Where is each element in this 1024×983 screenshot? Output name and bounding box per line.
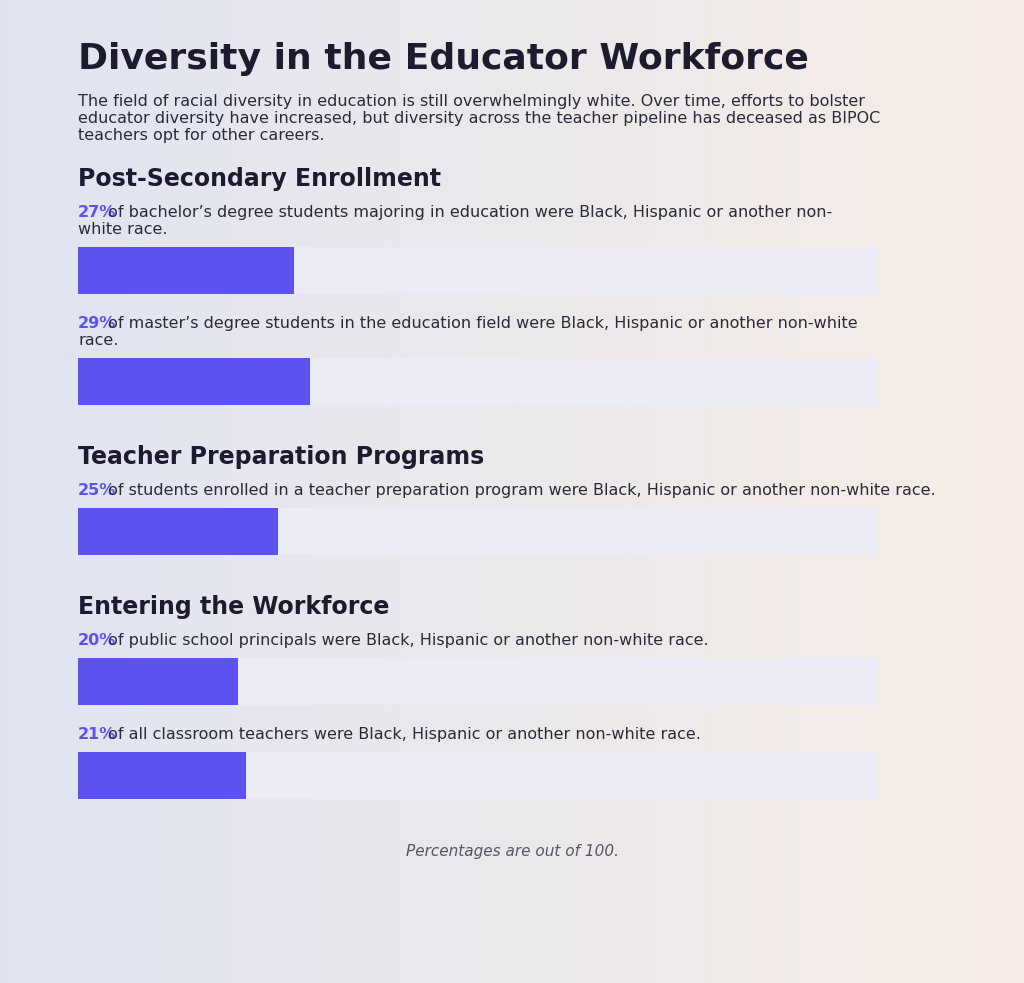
FancyBboxPatch shape [78, 247, 878, 294]
FancyBboxPatch shape [78, 508, 278, 555]
Text: Diversity in the Educator Workforce: Diversity in the Educator Workforce [78, 42, 809, 76]
FancyBboxPatch shape [78, 358, 310, 405]
FancyBboxPatch shape [78, 752, 878, 799]
Text: 20%: 20% [78, 633, 117, 648]
Text: of master’s degree students in the education field were Black, Hispanic or anoth: of master’s degree students in the educa… [103, 316, 858, 331]
Text: Teacher Preparation Programs: Teacher Preparation Programs [78, 445, 484, 469]
Text: race.: race. [78, 333, 119, 348]
FancyBboxPatch shape [78, 247, 294, 294]
FancyBboxPatch shape [78, 358, 878, 405]
FancyBboxPatch shape [78, 508, 878, 555]
Text: The field of racial diversity in education is still overwhelmingly white. Over t: The field of racial diversity in educati… [78, 94, 865, 109]
Text: educator diversity have increased, but diversity across the teacher pipeline has: educator diversity have increased, but d… [78, 111, 881, 126]
Text: 25%: 25% [78, 483, 117, 498]
Text: Entering the Workforce: Entering the Workforce [78, 595, 389, 619]
Text: of public school principals were Black, Hispanic or another non-white race.: of public school principals were Black, … [103, 633, 709, 648]
Text: of bachelor’s degree students majoring in education were Black, Hispanic or anot: of bachelor’s degree students majoring i… [103, 205, 833, 220]
Text: teachers opt for other careers.: teachers opt for other careers. [78, 128, 325, 143]
FancyBboxPatch shape [78, 658, 878, 705]
Text: Percentages are out of 100.: Percentages are out of 100. [406, 844, 618, 859]
Text: 29%: 29% [78, 316, 117, 331]
Text: 21%: 21% [78, 727, 117, 742]
Text: 27%: 27% [78, 205, 117, 220]
Text: Post-Secondary Enrollment: Post-Secondary Enrollment [78, 167, 441, 191]
FancyBboxPatch shape [78, 752, 246, 799]
Text: of students enrolled in a teacher preparation program were Black, Hispanic or an: of students enrolled in a teacher prepar… [103, 483, 936, 498]
FancyBboxPatch shape [78, 658, 238, 705]
Text: of all classroom teachers were Black, Hispanic or another non-white race.: of all classroom teachers were Black, Hi… [103, 727, 701, 742]
Text: white race.: white race. [78, 222, 168, 237]
